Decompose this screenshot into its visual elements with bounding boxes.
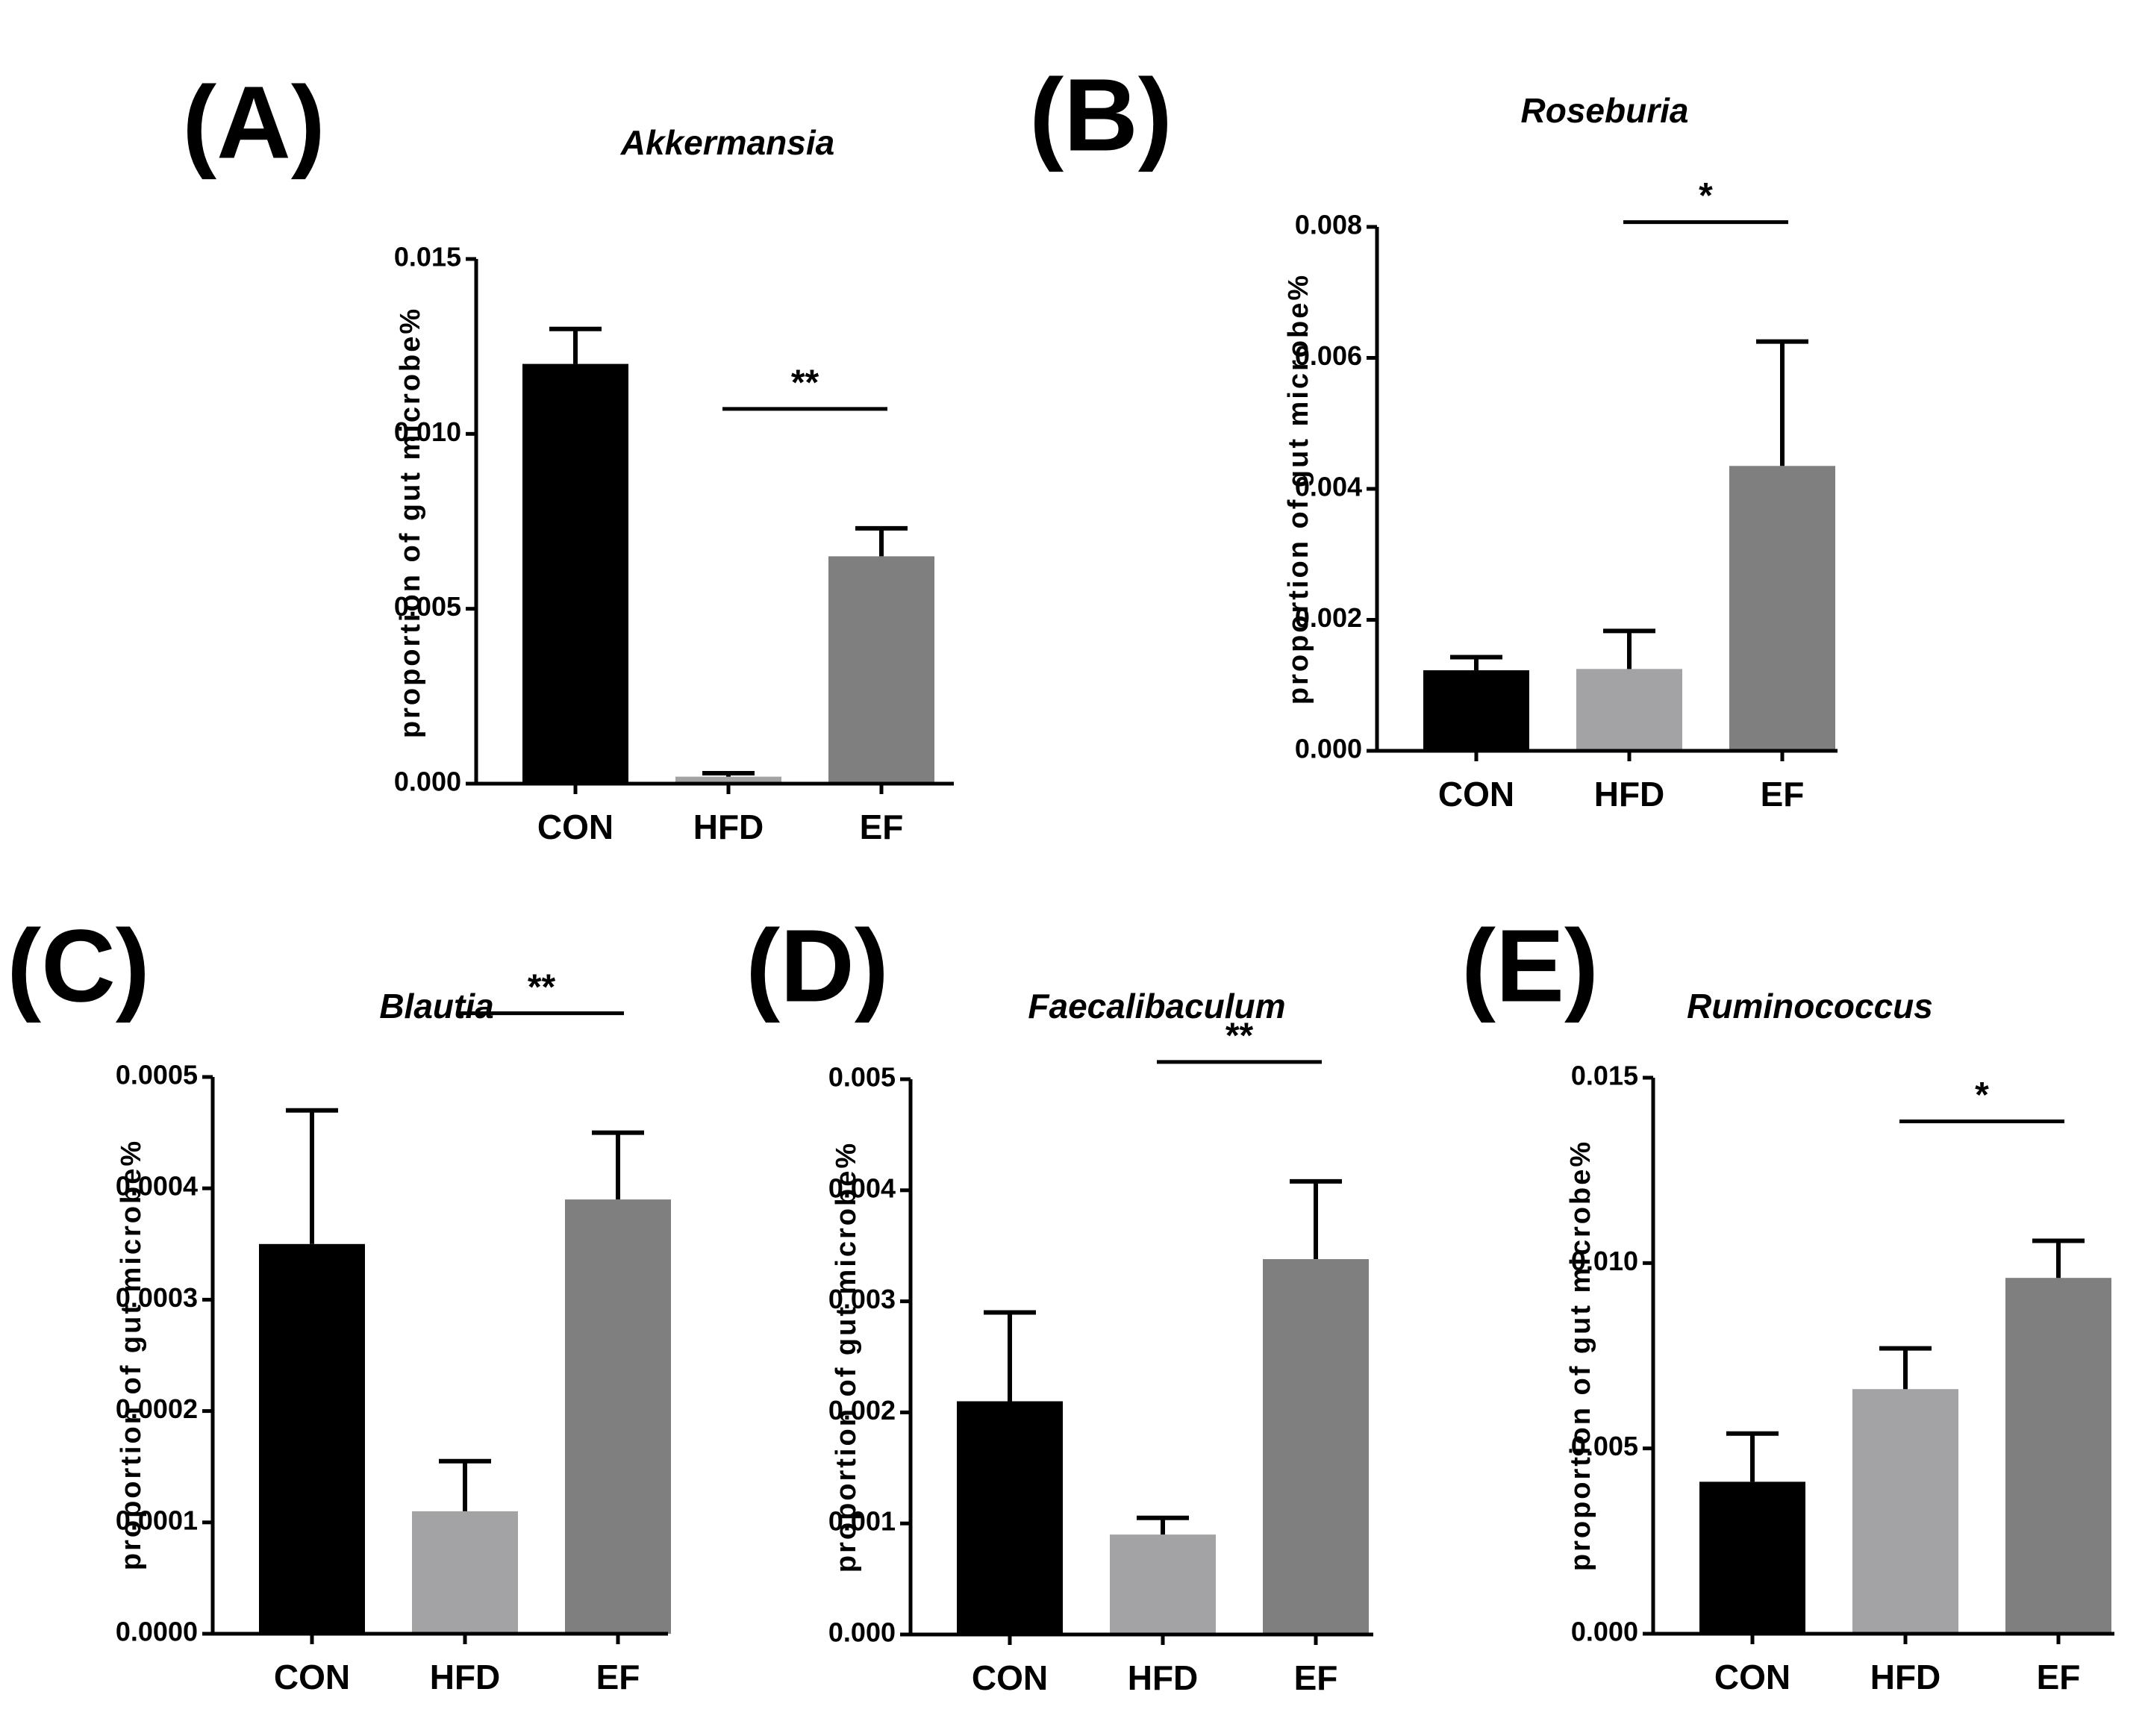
bar	[1729, 466, 1835, 751]
y-tick-label: 0.010	[1571, 1246, 1638, 1276]
chart-panel-5: (E) Ruminococcus proportion of gut microbe…	[1461, 908, 2114, 1696]
panel-label: (A)	[182, 65, 325, 180]
y-tick-label: 0.000	[1295, 734, 1362, 764]
category-label: HFD	[1128, 1658, 1199, 1697]
category-label: EF	[1761, 775, 1805, 814]
y-tick-label: 0.004	[1295, 472, 1362, 502]
y-tick-label: 0.001	[828, 1506, 896, 1537]
category-label: EF	[1294, 1658, 1338, 1697]
chart-title: Faecalibaculum	[1028, 987, 1285, 1025]
category-label: CON	[1714, 1658, 1790, 1696]
y-tick-label: 0.006	[1295, 340, 1362, 371]
bar	[412, 1511, 518, 1634]
category-label: CON	[537, 808, 613, 846]
y-axis-label: proportion of gut microbe%	[1565, 1140, 1596, 1571]
category-label: CON	[1438, 775, 1514, 814]
bar	[1852, 1389, 1958, 1634]
y-axis-label: proportion of gut microbe%	[1283, 273, 1314, 705]
bar	[1263, 1259, 1369, 1634]
y-tick-label: 0.0005	[116, 1060, 198, 1090]
y-tick-label: 0.015	[394, 242, 461, 272]
significance-label: **	[1226, 1017, 1254, 1056]
bar	[2005, 1278, 2111, 1634]
y-tick-label: 0.005	[828, 1062, 896, 1093]
chart-title: Roseburia	[1521, 91, 1689, 130]
y-tick-label: 0.000	[394, 766, 461, 797]
panel-label: (C)	[7, 908, 150, 1023]
panel-label: (D)	[746, 908, 889, 1023]
bar	[828, 556, 934, 784]
category-label: HFD	[1870, 1658, 1941, 1696]
bar	[259, 1243, 365, 1634]
y-tick-label: 0.0002	[116, 1393, 198, 1424]
category-label: CON	[972, 1658, 1048, 1697]
y-tick-label: 0.015	[1571, 1061, 1638, 1091]
chart-panel-1: (A) Akkermansia proportion of gut microbe%…	[182, 65, 954, 846]
significance-label: **	[528, 967, 556, 1007]
panel-label: (B)	[1029, 57, 1173, 172]
significance-label: *	[1975, 1075, 1989, 1115]
y-tick-label: 0.005	[394, 591, 461, 622]
bar	[1110, 1534, 1216, 1634]
chart-title: Ruminococcus	[1687, 987, 1933, 1025]
chart-title: Blautia	[379, 987, 493, 1025]
y-tick-label: 0.000	[1571, 1617, 1638, 1647]
category-label: HFD	[430, 1658, 501, 1696]
y-axis-label: proportion of gut microbe%	[831, 1141, 862, 1573]
y-tick-label: 0.0001	[116, 1505, 198, 1535]
category-label: HFD	[693, 808, 764, 846]
y-axis-label: proportion of gut microbe%	[116, 1139, 147, 1570]
category-label: EF	[596, 1658, 640, 1696]
y-tick-label: 0.008	[1295, 210, 1362, 240]
y-tick-label: 0.002	[828, 1395, 896, 1426]
bar	[1576, 669, 1682, 751]
category-label: EF	[2037, 1658, 2081, 1696]
bar	[957, 1401, 1063, 1634]
y-tick-label: 0.0000	[116, 1617, 198, 1647]
y-tick-label: 0.003	[828, 1284, 896, 1314]
y-tick-label: 0.004	[828, 1173, 896, 1203]
panel-label: (E)	[1461, 908, 1599, 1023]
bar	[522, 363, 628, 784]
bar	[565, 1199, 671, 1634]
significance-label: *	[1699, 176, 1713, 216]
chart-title: Akkermansia	[620, 123, 834, 162]
bar	[1423, 670, 1529, 751]
y-tick-label: 0.002	[1295, 602, 1362, 633]
y-tick-label: 0.005	[1571, 1431, 1638, 1461]
y-tick-label: 0.000	[828, 1617, 896, 1648]
category-label: EF	[860, 808, 904, 846]
y-tick-label: 0.010	[394, 416, 461, 447]
bar	[1699, 1481, 1805, 1634]
bar	[675, 776, 781, 784]
y-tick-label: 0.0004	[116, 1171, 198, 1202]
category-label: HFD	[1594, 775, 1665, 814]
significance-label: **	[791, 363, 819, 403]
y-axis-label: proportion of gut microbe%	[395, 307, 426, 738]
chart-panel-4: (D) Faecalibaculum proportion of gut micro…	[746, 908, 1373, 1697]
y-tick-label: 0.0003	[116, 1282, 198, 1313]
category-label: CON	[274, 1658, 350, 1696]
